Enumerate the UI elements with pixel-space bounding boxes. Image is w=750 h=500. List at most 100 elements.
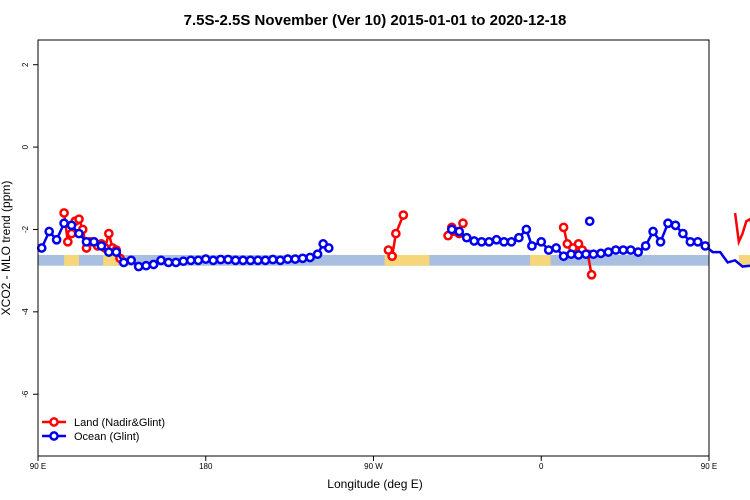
data-point: [51, 234, 62, 245]
data-point: [678, 228, 688, 239]
data-point: [133, 261, 144, 272]
data-point: [391, 228, 401, 239]
data-point: [469, 236, 479, 246]
data-point: [36, 243, 47, 253]
data-point: [655, 236, 666, 247]
data-point: [521, 224, 532, 235]
data-point: [44, 226, 55, 237]
data-point: [461, 232, 472, 243]
legend-swatch-marker: [49, 417, 59, 427]
data-point: [625, 245, 636, 255]
land-band: [530, 255, 551, 266]
data-point: [312, 249, 323, 260]
data-point: [685, 236, 696, 247]
data-point: [141, 260, 151, 271]
data-point: [163, 257, 174, 268]
x-tick-label: 90 E: [701, 462, 717, 471]
data-point: [62, 236, 73, 247]
data-point: [610, 245, 621, 255]
data-point: [603, 247, 614, 257]
data-point: [573, 250, 584, 260]
data-point: [223, 254, 233, 265]
data-point: [536, 236, 547, 247]
data-point: [66, 228, 77, 239]
series-layer: [36, 208, 750, 280]
data-point: [633, 247, 644, 257]
data-point: [700, 241, 711, 251]
data-point: [506, 236, 517, 247]
data-point: [208, 255, 219, 266]
data-point: [118, 257, 129, 268]
data-point: [398, 210, 409, 220]
data-point: [148, 259, 159, 270]
series-ocean: [36, 216, 750, 272]
data-point: [74, 214, 84, 225]
y-tick-label: -2: [21, 225, 30, 233]
legend-label: Land (Nadir&Glint): [74, 417, 165, 429]
data-point: [193, 255, 204, 266]
data-point: [551, 243, 562, 253]
data-point: [200, 254, 211, 264]
data-point: [111, 247, 122, 257]
data-point: [305, 252, 315, 263]
data-point: [596, 248, 606, 259]
data-point: [640, 241, 651, 251]
data-point: [171, 257, 181, 268]
x-tick-label: 90 W: [364, 462, 383, 471]
data-point: [670, 220, 681, 231]
data-point: [59, 218, 69, 229]
data-point: [446, 224, 457, 235]
land-band: [384, 255, 430, 266]
data-point: [618, 245, 629, 255]
data-point: [581, 249, 591, 260]
data-point: [491, 234, 502, 245]
data-point: [588, 249, 599, 260]
legend-swatch-marker: [49, 431, 59, 441]
data-point: [253, 255, 263, 266]
y-tick-label: -4: [21, 308, 30, 316]
data-point: [543, 245, 554, 255]
data-point: [156, 255, 166, 266]
ocean-band: [38, 255, 709, 266]
legend: Land (Nadir&Glint) Ocean (Glint): [42, 417, 165, 443]
x-tick-label: 180: [199, 462, 213, 471]
data-point: [59, 208, 69, 218]
series-line: [733, 212, 750, 247]
data-point: [514, 232, 524, 243]
data-point: [527, 241, 537, 251]
data-point: [499, 236, 509, 247]
data-point: [290, 254, 301, 264]
x-tick-label: 90 E: [30, 462, 46, 471]
data-point: [566, 249, 576, 260]
data-point: [238, 255, 248, 266]
x-axis: 90 E 180 90 W 0 90 E: [30, 456, 717, 471]
chart-title: 7.5S-2.5S November (Ver 10) 2015-01-01 t…: [184, 12, 567, 29]
data-point: [476, 236, 487, 247]
y-tick-label: 2: [21, 62, 30, 67]
y-axis-label: XCO2 - MLO trend (ppm): [0, 181, 13, 316]
data-point: [558, 251, 569, 262]
data-point: [260, 255, 271, 266]
data-point: [663, 218, 673, 229]
data-point: [230, 255, 241, 266]
y-tick-label: -6: [21, 390, 30, 398]
data-point: [275, 255, 286, 266]
terrain-band: [38, 255, 750, 266]
data-point: [586, 269, 597, 280]
data-point: [282, 254, 293, 264]
data-point: [692, 236, 703, 247]
x-tick-label: 0: [539, 462, 544, 471]
y-tick-label: 0: [21, 144, 30, 149]
data-point: [584, 216, 595, 227]
data-point: [484, 236, 494, 247]
data-point: [66, 220, 77, 231]
data-point: [215, 254, 226, 265]
x-axis-label: Longitude (deg E): [327, 477, 422, 491]
data-point: [323, 243, 334, 253]
data-point: [454, 226, 465, 237]
land-band: [64, 255, 80, 266]
data-point: [89, 236, 99, 247]
land-band: [738, 255, 750, 266]
data-point: [458, 218, 468, 229]
